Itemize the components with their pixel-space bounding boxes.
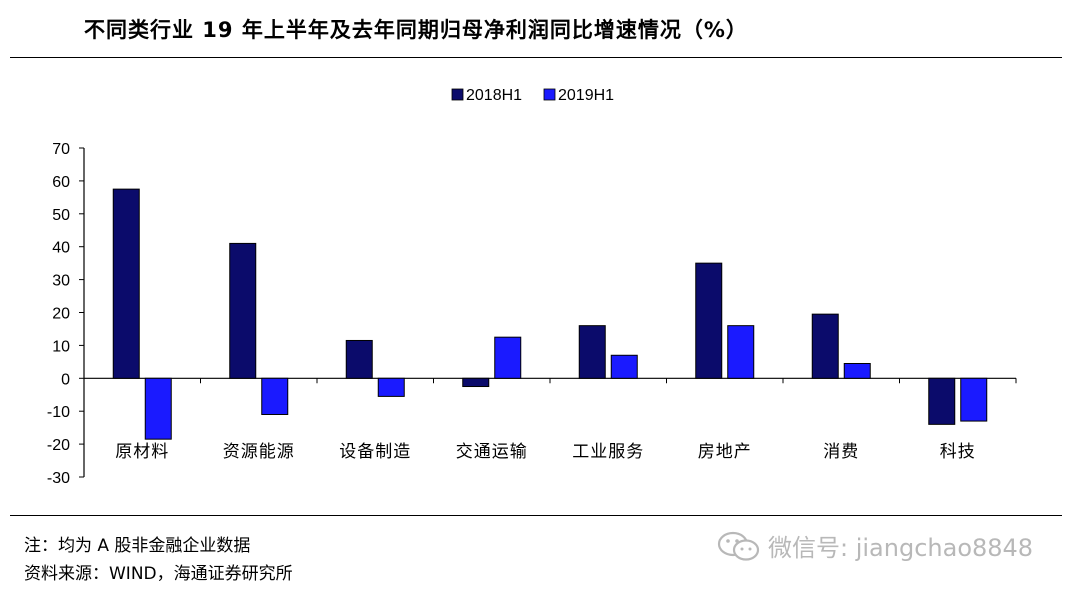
y-tick-label: -30: [47, 470, 70, 487]
legend-swatch-2019H1: [543, 88, 556, 101]
wechat-icon: [717, 531, 760, 561]
y-tick-label: 40: [52, 240, 70, 257]
x-tick-label: 交通运输: [456, 442, 528, 462]
y-tick-label: 30: [52, 273, 70, 290]
bar-2018H1-8: [928, 377, 956, 425]
bar-2018H1-7: [811, 313, 839, 379]
x-tick-label: 科技: [940, 442, 976, 462]
y-tick-label: 60: [52, 174, 70, 191]
x-tick-label: 资源能源: [223, 442, 295, 462]
legend-label-2019H1: 2019H1: [558, 87, 614, 104]
bar-2018H1-6: [695, 262, 723, 379]
watermark-text: 微信号: jiangchao8848: [768, 534, 1034, 562]
x-tick-label: 消费: [823, 442, 859, 462]
legend-swatch-2018H1: [451, 88, 464, 101]
x-tick-label: 工业服务: [572, 442, 644, 462]
bar-2019H1-8: [960, 377, 988, 422]
y-tick-label: 50: [52, 207, 70, 224]
bar-2019H1-6: [727, 325, 755, 379]
bar-2018H1-3: [345, 339, 373, 379]
y-tick-label: 20: [52, 306, 70, 323]
x-tick-label: 原材料: [115, 442, 169, 462]
footnote: 注：均为 A 股非金融企业数据: [24, 536, 251, 556]
bar-chart: 70 60 50 40 30 20 10 0 -10 -20 -30 原材料 资源能源 设备制造 交通运输 工…: [47, 87, 1017, 487]
chart-title: 不同类行业 19 年上半年及去年同期归母净利润同比增速情况（%）: [84, 18, 748, 42]
watermark: 微信号: jiangchao8848: [716, 528, 1033, 563]
y-tick-label: 10: [52, 338, 70, 355]
y-tick-label: 0: [61, 371, 70, 388]
bar-2019H1-2: [261, 377, 289, 415]
y-tick-label: 70: [52, 141, 70, 158]
x-tick-label: 房地产: [698, 442, 752, 462]
top-divider: [10, 57, 1062, 58]
bar-2018H1-4: [462, 377, 490, 388]
bar-2018H1-1: [112, 188, 140, 379]
bar-2018H1-2: [229, 242, 257, 379]
bar-2018H1-5: [578, 325, 606, 379]
y-tick-label: -10: [47, 404, 70, 421]
bottom-divider: [10, 515, 1062, 516]
legend-label-2018H1: 2018H1: [466, 87, 522, 104]
bar-2019H1-5: [610, 354, 638, 379]
bar-2019H1-4: [494, 336, 522, 379]
bar-2019H1-3: [377, 377, 405, 397]
source-note: 资料来源：WIND，海通证券研究所: [24, 564, 293, 584]
x-tick-label: 设备制造: [339, 442, 411, 462]
bar-2019H1-7: [843, 362, 871, 379]
bar-2019H1-1: [144, 377, 172, 440]
y-tick-label: -20: [47, 437, 70, 454]
